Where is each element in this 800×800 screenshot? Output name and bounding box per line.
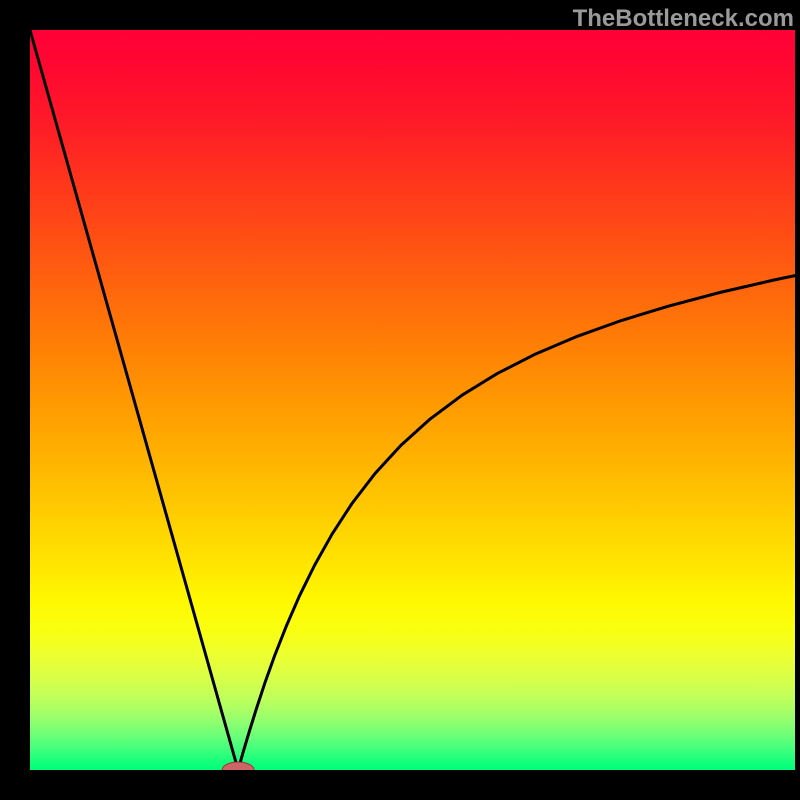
watermark-text: TheBottleneck.com: [573, 5, 794, 32]
bottleneck-chart: TheBottleneck.com: [0, 0, 800, 800]
chart-gradient-bg: [30, 30, 795, 770]
chart-svg: TheBottleneck.com: [0, 0, 800, 800]
